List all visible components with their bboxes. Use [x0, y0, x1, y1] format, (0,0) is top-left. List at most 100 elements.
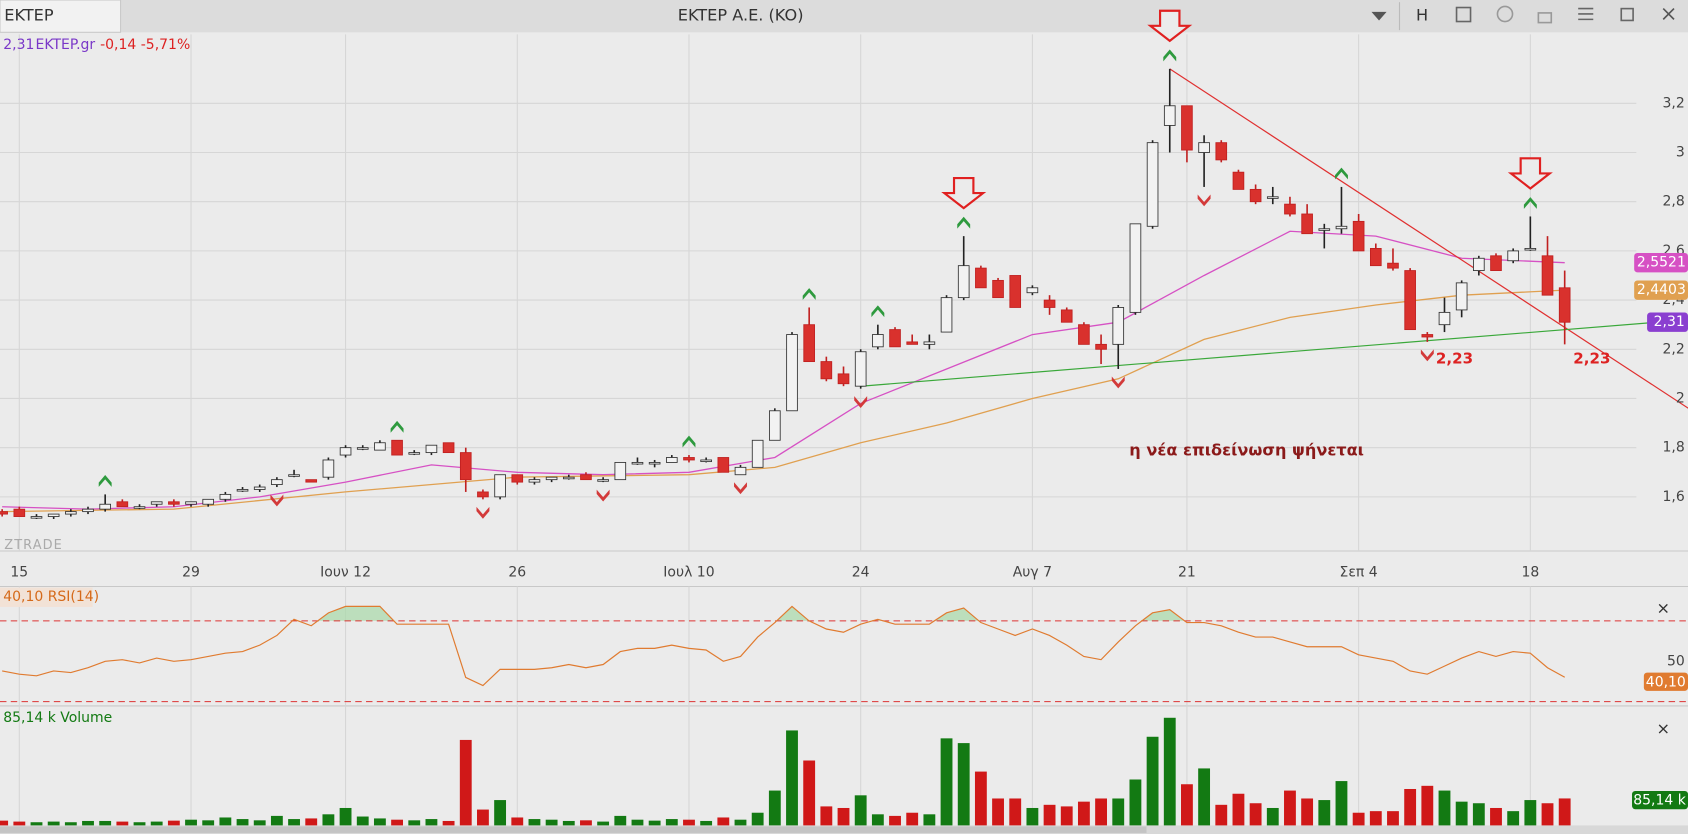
candle-body	[236, 489, 249, 492]
volume-bar	[734, 819, 747, 826]
volume-bar	[236, 819, 249, 826]
volume-bar	[425, 819, 438, 826]
volume-bar	[1472, 803, 1485, 826]
volume-bar	[219, 817, 232, 826]
candle-body	[1078, 324, 1090, 345]
grid	[0, 34, 1637, 826]
volume-bar	[1163, 717, 1176, 826]
volume-bar	[13, 821, 26, 826]
volume-bar	[906, 812, 919, 826]
candle-body	[1421, 334, 1434, 338]
volume-bar	[1215, 804, 1228, 826]
volume-bar	[47, 821, 60, 826]
rsi-tag	[1643, 672, 1688, 691]
volume-bar	[992, 798, 1004, 826]
volume-bar	[1541, 803, 1554, 826]
volume-bar	[614, 815, 627, 826]
close-icon[interactable]	[1662, 8, 1675, 20]
toolbar-button[interactable]: H	[1416, 6, 1428, 25]
y-tick-label: 2	[1676, 390, 1685, 406]
volume-bar	[648, 820, 661, 826]
window-title: EKTEP A.E. (KO)	[678, 6, 804, 25]
x-tick-label: 21	[1178, 565, 1196, 581]
rsi-tag-label: 40,10	[1646, 674, 1686, 690]
candle-body	[13, 508, 26, 517]
candle-body	[1490, 255, 1502, 272]
volume-bar	[99, 820, 112, 826]
candle-body	[1249, 188, 1262, 203]
price-tag	[1634, 252, 1688, 273]
dropdown-icon[interactable]	[1371, 11, 1387, 21]
candle-body	[202, 498, 215, 505]
volume-tag-label: 85,14 k	[1633, 793, 1686, 809]
rsi-line	[2, 605, 1566, 687]
candle-body	[1009, 275, 1022, 308]
tab-label[interactable]: EKTEP	[4, 6, 54, 25]
volume-bar	[288, 819, 300, 826]
volume-bar	[631, 819, 644, 826]
candle-body	[1369, 248, 1382, 267]
close-pane[interactable]: ×	[1656, 599, 1670, 618]
x-tick-label: 29	[182, 565, 200, 581]
candle-body	[1301, 213, 1313, 235]
close-pane[interactable]: ×	[1656, 719, 1670, 738]
volume-bar	[1129, 779, 1142, 826]
candle-body	[940, 297, 953, 333]
candle-body	[133, 506, 146, 509]
moving-average	[2, 230, 1565, 510]
volume-bar	[528, 819, 541, 826]
candle-body	[356, 447, 369, 450]
candle-body	[1335, 225, 1348, 230]
candle-body	[614, 461, 627, 481]
candle-body	[459, 452, 472, 481]
lock-icon[interactable]	[1537, 12, 1553, 24]
candle-body	[1232, 171, 1245, 190]
candle-body	[906, 341, 919, 345]
save-icon[interactable]	[1455, 6, 1472, 23]
candle-body	[1438, 311, 1451, 326]
trendline	[1169, 68, 1688, 409]
volume-bar	[391, 819, 403, 826]
volume-bar	[202, 820, 215, 826]
volume-bar	[837, 807, 850, 826]
candle-body	[1541, 255, 1554, 296]
y-tick-label: 3,2	[1663, 95, 1685, 111]
comment-icon[interactable]	[1496, 5, 1514, 23]
volume-bar	[940, 738, 953, 826]
buy-signal	[1163, 49, 1177, 62]
candle-body	[854, 351, 867, 387]
volume-bar	[1112, 798, 1125, 826]
candle-body	[30, 516, 43, 519]
warning-arrow	[1507, 157, 1553, 190]
candle-body	[99, 503, 111, 510]
restore-icon[interactable]	[1620, 7, 1634, 22]
x-tick-label: 26	[508, 565, 526, 581]
sell-signal	[1111, 376, 1125, 389]
volume-bar	[408, 820, 421, 826]
candle-body	[47, 513, 60, 517]
plot: 2,23 2,23	[0, 9, 1688, 826]
scrollbar-thumb[interactable]	[0, 826, 1147, 833]
x-tick-label: Ιουν 12	[320, 565, 371, 581]
volume-bar	[270, 815, 283, 826]
menu-icon[interactable]	[1578, 7, 1594, 21]
volume-bar	[442, 820, 455, 826]
buy-signal	[682, 435, 696, 448]
volume-bar	[768, 790, 781, 826]
candle-body	[1163, 105, 1176, 126]
volume-bar	[511, 817, 524, 826]
candle-body	[1112, 307, 1125, 345]
volume-bar	[0, 820, 9, 826]
buy-signal	[1335, 167, 1348, 180]
sell-signal	[270, 494, 284, 507]
legend-price: 2,31	[3, 37, 34, 53]
candle-body	[322, 459, 335, 478]
volume-bar	[683, 819, 695, 826]
candle-body	[923, 341, 936, 345]
tab[interactable]	[0, 0, 122, 33]
sell-signal	[854, 396, 868, 409]
volume-bar	[854, 795, 867, 826]
buy-signal	[957, 216, 971, 229]
price-tag-label: 2,4403	[1637, 282, 1686, 298]
